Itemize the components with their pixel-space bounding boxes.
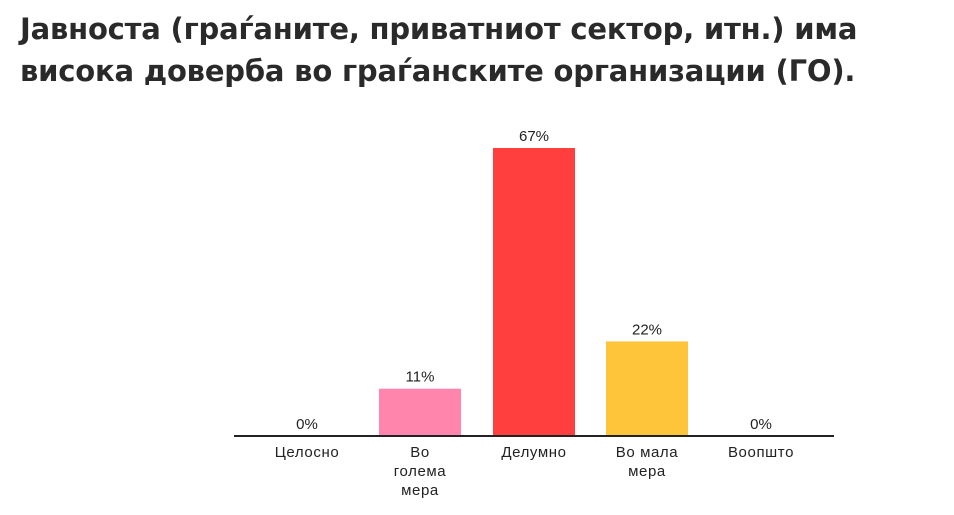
value-label-1: 0%	[296, 416, 318, 433]
value-label-3: 67%	[519, 128, 549, 145]
value-label-2: 11%	[406, 369, 435, 386]
category-label-4: Во мала мера	[616, 444, 679, 480]
category-label-2: Во голема мера	[394, 444, 447, 499]
category-label-line: Воопшто	[728, 444, 794, 461]
category-label-3: Делумно	[501, 444, 566, 461]
category-labels-group: Целосно Во голема мера Делумно Во мала мера Воо…	[275, 444, 794, 499]
value-labels-group: 0% 11% 67% 22% 0%	[296, 128, 772, 433]
chart-title-line-2: висока доверба во граѓанските организаци…	[20, 54, 856, 88]
category-label-line: Во	[410, 444, 430, 461]
category-label-line: мера	[628, 463, 666, 480]
category-label-1: Целосно	[275, 444, 340, 461]
value-label-4: 22%	[632, 321, 662, 338]
category-label-line: голема	[394, 463, 447, 480]
bar-4	[606, 341, 688, 436]
value-label-5: 0%	[750, 416, 772, 433]
category-label-line: Во мала	[616, 444, 679, 461]
category-label-line: Целосно	[275, 444, 340, 461]
chart-title: Јавноста (граѓаните, приватниот сектор, …	[20, 8, 940, 92]
chart-title-line-1: Јавноста (граѓаните, приватниот сектор, …	[20, 12, 858, 46]
bars-group	[379, 148, 688, 436]
bar-2	[379, 388, 461, 436]
category-label-line: мера	[401, 482, 439, 499]
category-label-5: Воопшто	[728, 444, 794, 461]
bar-3	[493, 148, 575, 436]
category-label-line: Делумно	[501, 444, 566, 461]
